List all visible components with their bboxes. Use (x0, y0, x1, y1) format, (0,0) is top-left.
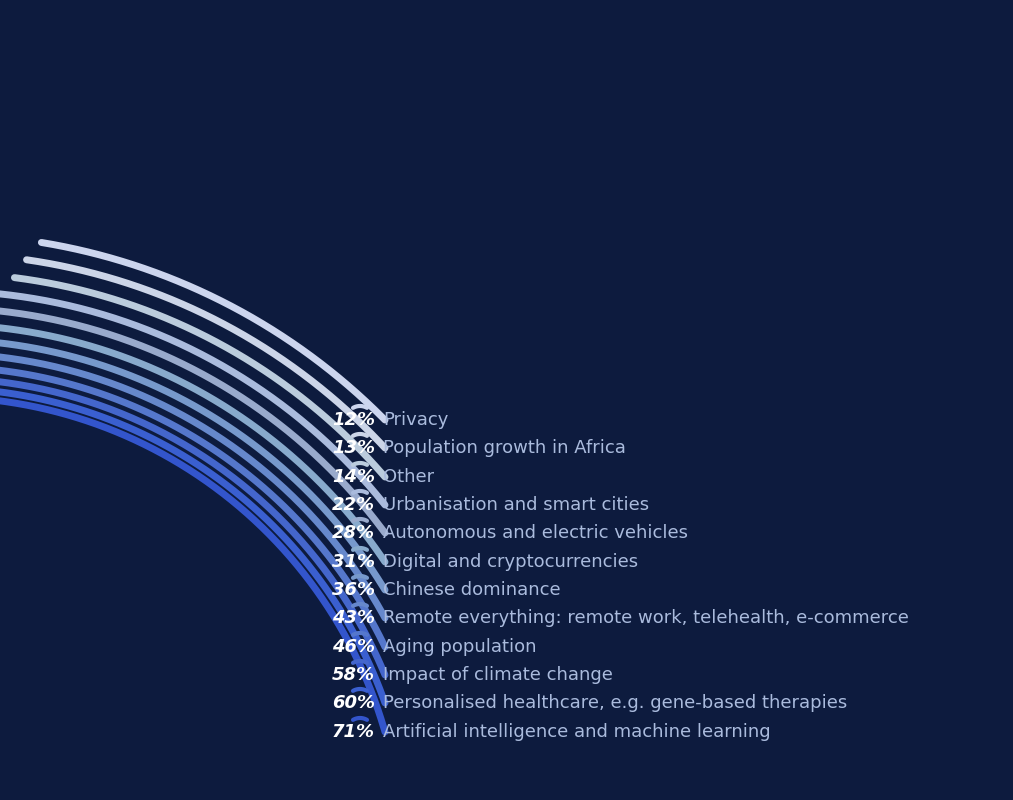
Text: Privacy: Privacy (383, 411, 449, 429)
Text: 14%: 14% (332, 468, 375, 486)
Text: Other: Other (383, 468, 435, 486)
Text: 28%: 28% (332, 524, 375, 542)
Text: Population growth in Africa: Population growth in Africa (383, 439, 626, 457)
Text: Autonomous and electric vehicles: Autonomous and electric vehicles (383, 524, 688, 542)
Text: Remote everything: remote work, telehealth, e-commerce: Remote everything: remote work, teleheal… (383, 609, 909, 627)
Text: Aging population: Aging population (383, 638, 537, 656)
Text: 46%: 46% (332, 638, 375, 656)
Text: 22%: 22% (332, 496, 375, 514)
Text: 71%: 71% (332, 723, 375, 741)
Text: Artificial intelligence and machine learning: Artificial intelligence and machine lear… (383, 723, 771, 741)
Text: Urbanisation and smart cities: Urbanisation and smart cities (383, 496, 649, 514)
Text: Personalised healthcare, e.g. gene-based therapies: Personalised healthcare, e.g. gene-based… (383, 694, 847, 712)
Text: 60%: 60% (332, 694, 375, 712)
Text: Impact of climate change: Impact of climate change (383, 666, 613, 684)
Text: Chinese dominance: Chinese dominance (383, 581, 560, 599)
Text: 12%: 12% (332, 411, 375, 429)
Text: 43%: 43% (332, 609, 375, 627)
Text: 36%: 36% (332, 581, 375, 599)
Text: 13%: 13% (332, 439, 375, 457)
Text: 31%: 31% (332, 553, 375, 571)
Text: 58%: 58% (332, 666, 375, 684)
Text: Digital and cryptocurrencies: Digital and cryptocurrencies (383, 553, 638, 571)
